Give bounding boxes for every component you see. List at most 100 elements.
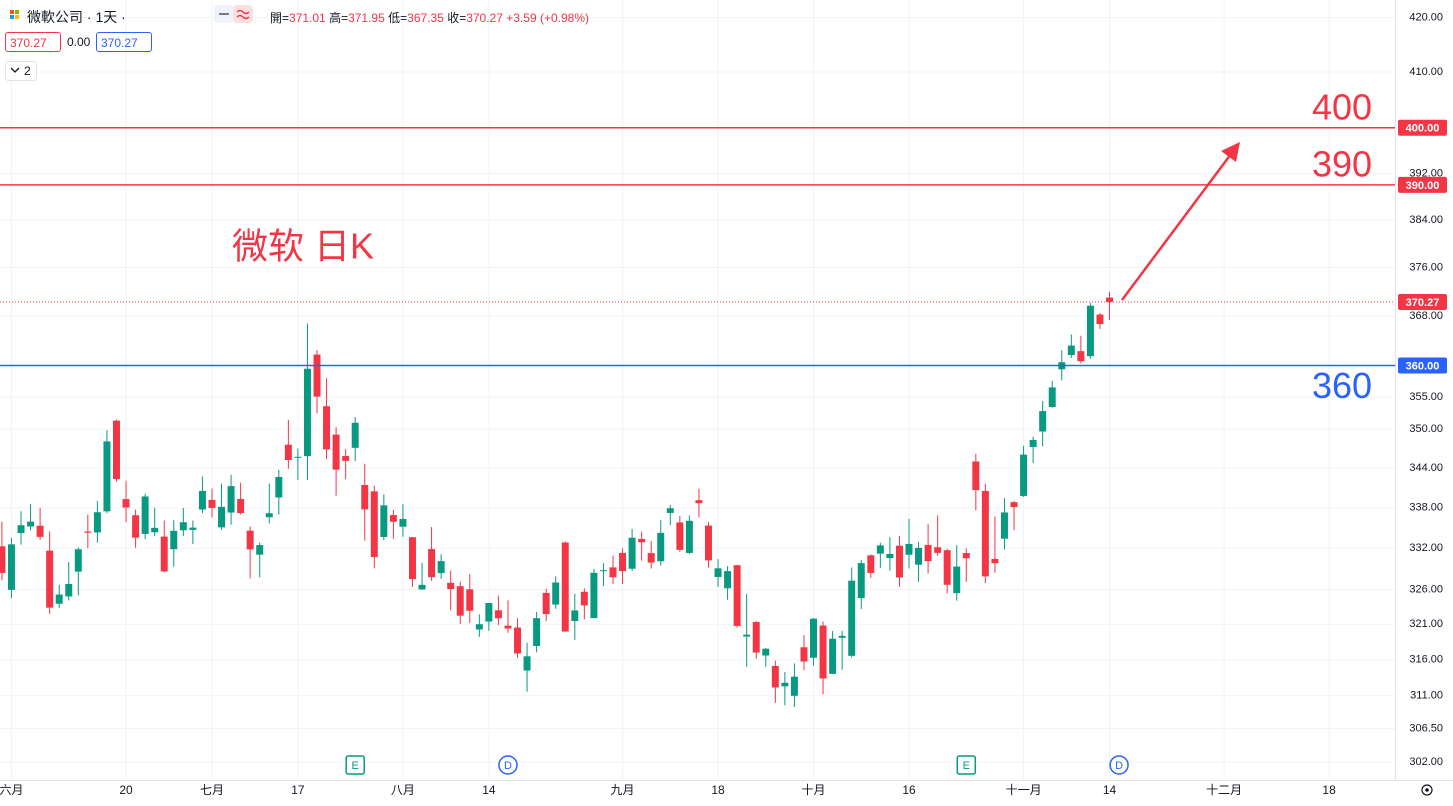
candle-body bbox=[609, 567, 617, 578]
candle-body bbox=[523, 656, 531, 671]
y-tick-label: 326.00 bbox=[1409, 583, 1443, 595]
x-tick-label: 17 bbox=[291, 783, 305, 797]
candle-body bbox=[0, 546, 6, 573]
settings-icon[interactable] bbox=[1421, 784, 1433, 796]
candle-body bbox=[542, 592, 550, 615]
level-label: 360.00 bbox=[1406, 360, 1440, 372]
candle-body bbox=[800, 647, 808, 662]
candle-body bbox=[561, 542, 569, 632]
candle-body bbox=[389, 515, 397, 522]
candle-body bbox=[1096, 314, 1104, 325]
candle-body bbox=[943, 550, 951, 585]
candle-body bbox=[771, 665, 779, 688]
open-label: 開= bbox=[270, 11, 290, 25]
candle-body bbox=[1048, 387, 1056, 407]
low-label: 低= bbox=[388, 11, 408, 25]
y-tick-label: 355.00 bbox=[1409, 391, 1443, 403]
symbol-title: 微軟公司 · 1天 · bbox=[27, 9, 126, 25]
candle-body bbox=[342, 456, 350, 461]
x-tick-label: 十一月 bbox=[1006, 783, 1042, 797]
ms-logo bbox=[10, 10, 19, 19]
y-tick-label: 350.00 bbox=[1409, 423, 1443, 435]
ohlc-legend: 開=371.01 高=371.95 低=367.35 收=370.27 +3.5… bbox=[270, 9, 589, 26]
candle-body bbox=[84, 531, 92, 533]
high-value: 371.95 bbox=[348, 11, 385, 25]
candle-body bbox=[724, 571, 732, 589]
candle-body bbox=[1000, 512, 1008, 539]
candle-body bbox=[294, 456, 302, 458]
toggle-buttons[interactable] bbox=[214, 5, 253, 23]
x-tick-label: 14 bbox=[1103, 783, 1117, 797]
candle-body bbox=[1039, 411, 1047, 432]
candle-body bbox=[170, 530, 178, 550]
high-label: 高= bbox=[329, 11, 349, 25]
candle-body bbox=[65, 583, 73, 597]
level-box bbox=[1398, 357, 1447, 374]
candle-body bbox=[1106, 297, 1113, 303]
candle-body bbox=[485, 603, 493, 622]
candle-body bbox=[533, 618, 541, 646]
candle-body bbox=[208, 499, 216, 508]
x-tick-label: 七月 bbox=[200, 783, 224, 797]
x-tick-label: 18 bbox=[711, 783, 725, 797]
event-marker bbox=[956, 755, 977, 775]
candle-body bbox=[179, 522, 187, 531]
low-value: 367.35 bbox=[407, 11, 444, 25]
candle-body bbox=[704, 525, 712, 561]
y-tick-label: 392.00 bbox=[1409, 167, 1443, 179]
candle-body bbox=[810, 618, 817, 658]
candle-body bbox=[867, 555, 875, 573]
candle-body bbox=[466, 589, 474, 611]
candle-body bbox=[17, 525, 25, 534]
y-tick-label: 368.00 bbox=[1409, 310, 1443, 322]
level-annotation: 390 bbox=[1312, 143, 1372, 184]
candle-body bbox=[218, 506, 226, 528]
last-price-label: 370.27 bbox=[1406, 297, 1440, 309]
change-pct: (+0.98%) bbox=[539, 11, 589, 25]
event-marker bbox=[345, 755, 365, 775]
y-tick-label: 302.00 bbox=[1409, 756, 1443, 768]
candle-body bbox=[1067, 345, 1075, 356]
event-label: D bbox=[504, 760, 512, 772]
candle-body bbox=[962, 553, 970, 559]
bid-button[interactable]: 370.27 bbox=[5, 32, 61, 52]
candle-body bbox=[418, 584, 426, 590]
candle-body bbox=[752, 622, 760, 653]
candle-body bbox=[351, 422, 359, 448]
candle-body bbox=[762, 648, 770, 656]
y-tick-label: 321.00 bbox=[1409, 618, 1443, 630]
level-box bbox=[1398, 176, 1447, 193]
candle-body bbox=[437, 561, 445, 574]
x-tick-label: 16 bbox=[902, 783, 916, 797]
ask-button[interactable]: 370.27 bbox=[96, 32, 152, 52]
candle-body bbox=[905, 543, 913, 555]
candle-body bbox=[676, 522, 684, 550]
level-box bbox=[1398, 119, 1447, 136]
candle-body bbox=[237, 499, 245, 514]
candle-body bbox=[628, 537, 636, 569]
event-label: E bbox=[352, 760, 359, 772]
candle-body bbox=[361, 484, 369, 510]
y-tick-label: 306.50 bbox=[1409, 723, 1443, 735]
candle-body bbox=[514, 627, 522, 654]
candle-body bbox=[494, 610, 502, 619]
indicator-chevron[interactable] bbox=[5, 61, 37, 81]
y-tick-label: 311.00 bbox=[1410, 690, 1443, 702]
candle-body bbox=[198, 490, 206, 510]
candles bbox=[0, 291, 1113, 707]
candle-body bbox=[132, 515, 140, 538]
candle-body bbox=[370, 491, 378, 557]
candle-body bbox=[160, 536, 168, 572]
candle-body bbox=[695, 500, 703, 504]
y-tick-label: 376.00 bbox=[1409, 261, 1443, 273]
candle-body bbox=[886, 553, 894, 559]
change: +3.59 bbox=[506, 11, 537, 25]
y-tick-label: 316.00 bbox=[1409, 654, 1443, 666]
candle-body bbox=[829, 638, 837, 674]
event-marker bbox=[1109, 755, 1129, 775]
candle-body bbox=[46, 550, 54, 608]
close-value: 370.27 bbox=[466, 11, 503, 25]
candle-body bbox=[838, 635, 846, 638]
